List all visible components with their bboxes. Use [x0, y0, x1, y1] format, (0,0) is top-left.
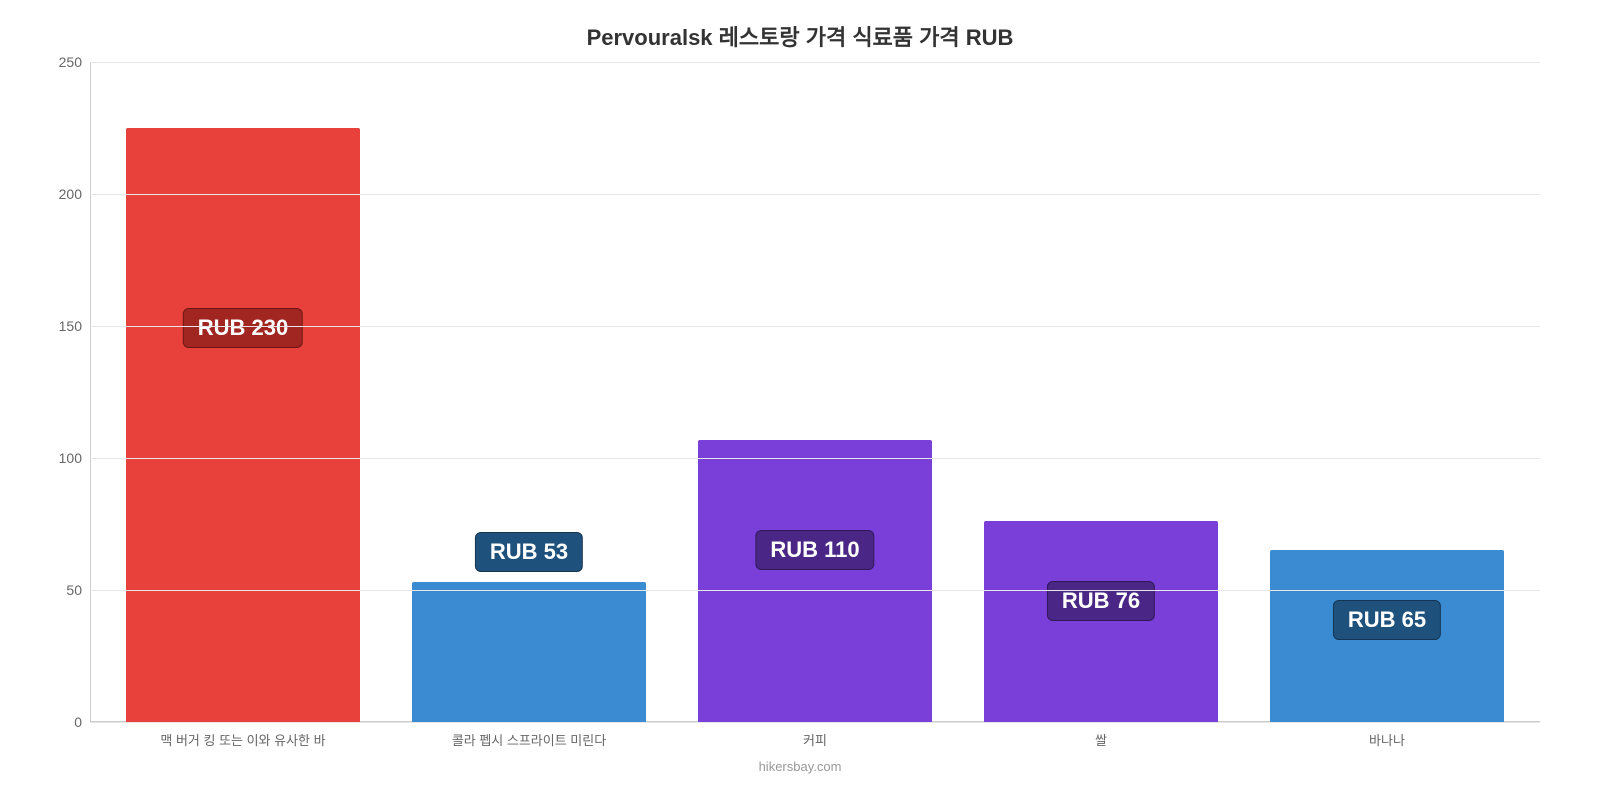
x-category-label: 콜라 펩시 스프라이트 미린다 — [386, 730, 672, 749]
y-tick-label: 200 — [59, 186, 82, 202]
credit-label: hikersbay.com — [40, 759, 1560, 774]
y-tick-label: 50 — [66, 582, 82, 598]
y-tick-label: 250 — [59, 54, 82, 70]
grid-line — [90, 458, 1540, 459]
chart-container: Pervouralsk 레스토랑 가격 식료품 가격 RUB 0 50 100 150… — [0, 0, 1600, 800]
y-tick-label: 150 — [59, 318, 82, 334]
x-category-label: 바나나 — [1244, 730, 1530, 749]
y-axis: 050100150200250 — [40, 62, 90, 722]
y-tick-label: 100 — [59, 450, 82, 466]
plot-area: 050100150200250 RUB 230RUB 53RUB 110RUB … — [90, 62, 1540, 722]
chart-title: Pervouralsk 레스토랑 가격 식료품 가격 RUB — [40, 20, 1560, 52]
bar: RUB 110 — [698, 440, 933, 722]
grid-line — [90, 722, 1540, 723]
bars-region: RUB 230 RUB 53 RUB 110 RUB 76 RUB 65 — [90, 62, 1540, 722]
bar-slot: RUB 53 — [386, 62, 672, 722]
grid-line — [90, 194, 1540, 195]
bar-slot: RUB 230 — [100, 62, 386, 722]
bar: RUB 230 — [126, 128, 361, 722]
y-tick-label: 0 — [74, 714, 82, 730]
grid-line — [90, 590, 1540, 591]
bar-value-label: RUB 76 — [1047, 581, 1155, 621]
bar-value-label: RUB 53 — [475, 532, 583, 572]
bar-slot: RUB 76 — [958, 62, 1244, 722]
bar-slot: RUB 65 — [1244, 62, 1530, 722]
bar-value-label: RUB 230 — [183, 308, 303, 348]
bar: RUB 65 — [1270, 550, 1505, 722]
x-category-label: 쌀 — [958, 730, 1244, 749]
bar: RUB 53 — [412, 582, 647, 722]
grid-line — [90, 326, 1540, 327]
x-category-label: 커피 — [672, 730, 958, 749]
bar: RUB 76 — [984, 521, 1219, 722]
bar-slot: RUB 110 — [672, 62, 958, 722]
bar-value-label: RUB 110 — [755, 530, 874, 570]
x-labels-row: 맥 버거 킹 또는 이와 유사한 바콜라 펩시 스프라이트 미린다커피쌀바나나 — [90, 730, 1540, 749]
grid-line — [90, 62, 1540, 63]
x-category-label: 맥 버거 킹 또는 이와 유사한 바 — [100, 730, 386, 749]
bar-value-label: RUB 65 — [1333, 600, 1441, 640]
